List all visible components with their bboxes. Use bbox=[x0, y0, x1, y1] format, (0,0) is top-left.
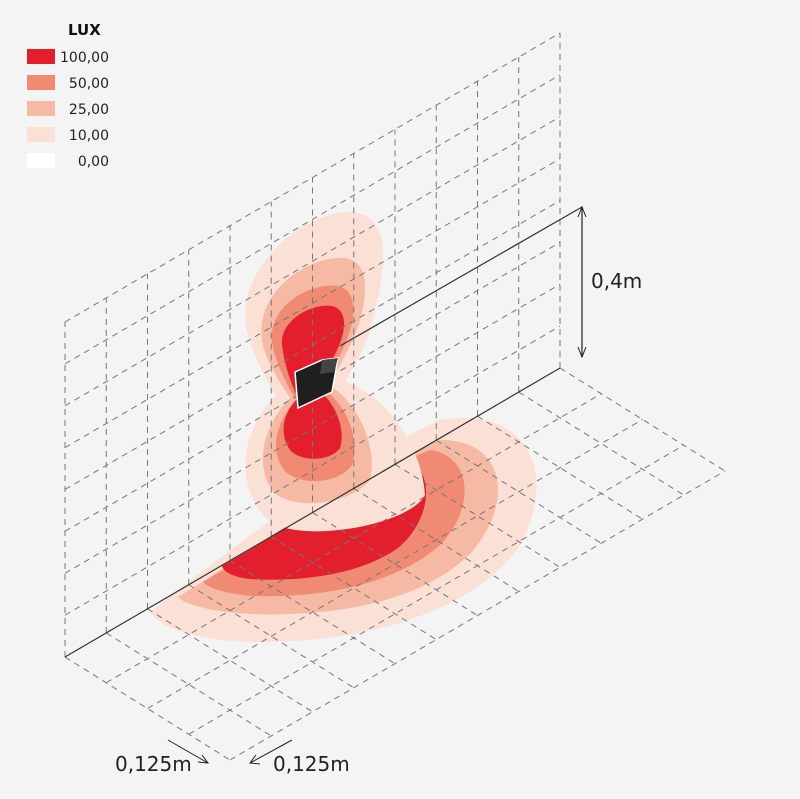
legend-swatch bbox=[27, 153, 55, 168]
legend-swatch bbox=[27, 75, 55, 90]
grid-y-label: 0,125m bbox=[273, 752, 350, 776]
legend-label: 100,00 bbox=[60, 50, 109, 66]
height-label: 0,4m bbox=[591, 269, 642, 293]
legend-swatch bbox=[27, 127, 55, 142]
height-dimension bbox=[577, 205, 587, 359]
grid-x-label: 0,125m bbox=[115, 752, 192, 776]
wall-base bbox=[64, 367, 561, 658]
legend: 100,00 50,00 25,00 10,00 0,00 bbox=[27, 49, 109, 170]
legend-swatch bbox=[27, 49, 55, 64]
legend-label: 10,00 bbox=[69, 128, 109, 144]
grid bbox=[64, 32, 726, 761]
legend-label: 0,00 bbox=[78, 154, 109, 170]
luminaire bbox=[294, 357, 339, 410]
legend-label: 25,00 bbox=[69, 102, 109, 118]
grid-dimensions bbox=[167, 739, 293, 765]
legend-title: LUX bbox=[68, 21, 101, 39]
legend-label: 50,00 bbox=[69, 76, 109, 92]
grid-lines bbox=[64, 32, 726, 761]
extension-line bbox=[339, 206, 583, 347]
legend-swatch bbox=[27, 101, 55, 116]
